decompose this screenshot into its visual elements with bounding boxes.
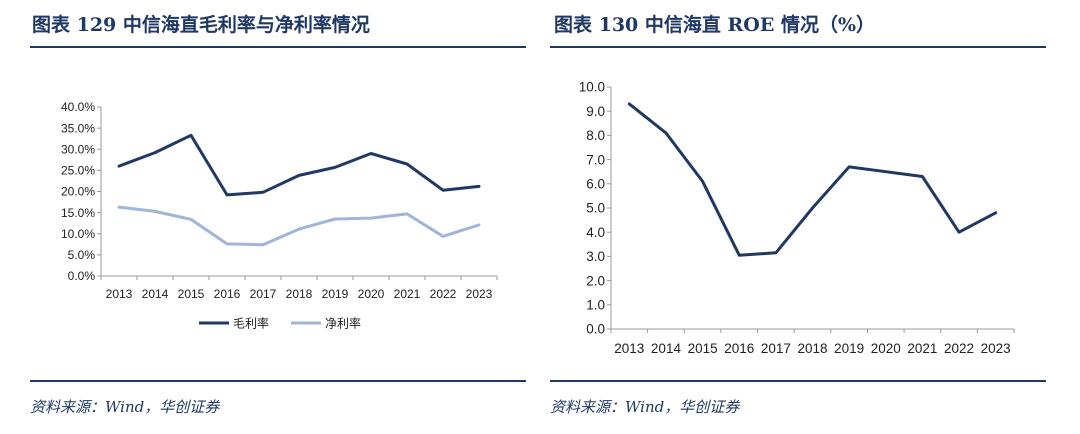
right-y-tick-label: 6.0 (586, 177, 605, 192)
right-series-line-0 (627, 102, 998, 257)
right-y-tick-label: 0.0 (586, 322, 605, 337)
left-y-tick-label: 20.0% (61, 185, 95, 199)
left-y-tick-label: 15.0% (61, 206, 95, 220)
left-x-tick-label: 2015 (178, 287, 205, 301)
left-bottom-rule (30, 380, 526, 382)
left-legend: 毛利率 净利率 (199, 316, 361, 331)
right-x-tick-label: 2018 (797, 341, 827, 356)
right-y-tick-label: 2.0 (586, 273, 605, 288)
right-source-note: 资料来源：Wind，华创证券 (550, 398, 740, 416)
right-x-tick-label: 2020 (871, 341, 901, 356)
right-x-tick-label: 2019 (834, 341, 864, 356)
right-y-tick-label: 10.0 (579, 80, 605, 95)
right-x-tick-label: 2015 (688, 341, 718, 356)
right-y-tick-label: 1.0 (586, 298, 605, 313)
left-source-note: 资料来源：Wind，华创证券 (30, 398, 220, 416)
left-x-tick-label: 2021 (394, 287, 421, 301)
right-y-tick-label: 3.0 (586, 249, 605, 264)
left-y-tick-label: 5.0% (68, 248, 96, 262)
left-series-lines (117, 133, 481, 247)
left-x-tick-label: 2017 (250, 287, 277, 301)
right-figure-panel: 图表 130 中信海直 ROE 情况（%） 0.0 1.0 2.0 3.0 4.0 5.0… (548, 0, 1080, 434)
left-x-tick-label: 2016 (214, 287, 241, 301)
right-y-tick-label: 4.0 (586, 225, 605, 240)
left-tick-labels: 0.0% 5.0% 10.0% 15.0% 20.0% 25.0% 30.0% 35.0% 40… (61, 100, 493, 301)
left-title-rule (30, 46, 526, 48)
right-x-tick-label: 2013 (614, 341, 644, 356)
right-series-lines (627, 102, 998, 257)
right-tick-labels: 0.0 1.0 2.0 3.0 4.0 5.0 6.0 7.0 8.0 9.0 10.0 2013 20… (579, 80, 1011, 356)
left-x-tick-label: 2014 (142, 287, 169, 301)
left-figure-title: 图表 129 中信海直毛利率与净利率情况 (32, 14, 370, 36)
right-bottom-rule (550, 380, 1046, 382)
right-title-rule (550, 46, 1046, 48)
left-legend-label-0: 毛利率 (233, 316, 269, 331)
right-y-tick-label: 9.0 (586, 104, 605, 119)
left-x-tick-label: 2019 (322, 287, 349, 301)
left-y-tick-label: 25.0% (61, 164, 95, 178)
left-series-line-1 (117, 205, 481, 247)
left-y-tick-label: 10.0% (61, 227, 95, 241)
right-x-tick-label: 2016 (724, 341, 754, 356)
left-y-tick-label: 40.0% (61, 100, 95, 114)
left-y-tick-label: 30.0% (61, 142, 95, 156)
right-figure-title: 图表 130 中信海直 ROE 情况（%） (554, 14, 875, 36)
right-x-tick-label: 2014 (651, 341, 682, 356)
left-legend-label-1: 净利率 (325, 316, 361, 331)
left-series-line-0 (117, 133, 481, 197)
right-axes (607, 86, 1015, 333)
right-y-tick-label: 8.0 (586, 128, 605, 143)
left-x-tick-label: 2018 (286, 287, 313, 301)
right-x-tick-label: 2017 (761, 341, 791, 356)
right-y-tick-label: 5.0 (586, 201, 605, 216)
left-chart: 0.0% 5.0% 10.0% 15.0% 20.0% 25.0% 30.0% 35.0% 40… (61, 100, 498, 331)
right-x-tick-label: 2022 (944, 341, 974, 356)
right-chart: 0.0 1.0 2.0 3.0 4.0 5.0 6.0 7.0 8.0 9.0 10.0 2013 20… (579, 80, 1015, 356)
left-x-tick-label: 2022 (430, 287, 457, 301)
left-y-tick-label: 35.0% (61, 121, 95, 135)
right-x-tick-label: 2021 (907, 341, 937, 356)
left-figure-panel: 图表 129 中信海直毛利率与净利率情况 0.0% 5.0% 10.0% 15.0% 2… (0, 0, 530, 434)
left-y-tick-label: 0.0% (68, 269, 96, 283)
left-axes (97, 106, 498, 280)
right-y-tick-label: 7.0 (586, 152, 605, 167)
left-x-tick-label: 2020 (358, 287, 385, 301)
left-x-tick-label: 2023 (466, 287, 493, 301)
left-x-tick-label: 2013 (106, 287, 133, 301)
right-x-tick-label: 2023 (981, 341, 1011, 356)
